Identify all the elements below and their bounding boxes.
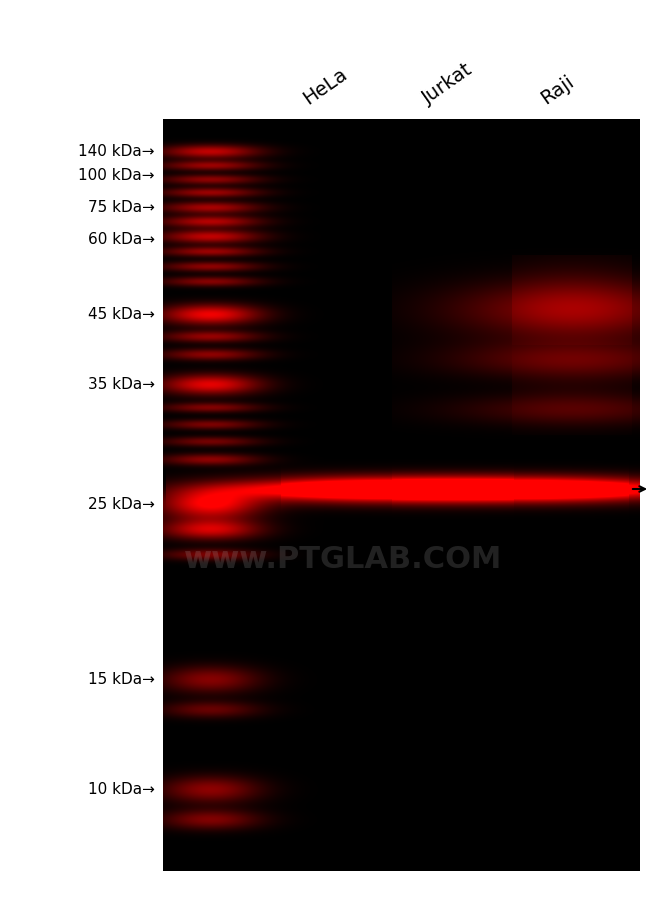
Text: HeLa: HeLa (299, 64, 350, 108)
Text: 25 kDa→: 25 kDa→ (88, 497, 155, 512)
Text: 75 kDa→: 75 kDa→ (88, 200, 155, 216)
Text: 15 kDa→: 15 kDa→ (88, 672, 155, 686)
Text: Raji: Raji (537, 71, 578, 108)
Text: 60 kDa→: 60 kDa→ (88, 232, 155, 247)
Text: 140 kDa→: 140 kDa→ (79, 144, 155, 160)
Text: 35 kDa→: 35 kDa→ (88, 377, 155, 392)
Text: 100 kDa→: 100 kDa→ (79, 167, 155, 182)
Text: 10 kDa→: 10 kDa→ (88, 782, 155, 796)
Text: Jurkat: Jurkat (419, 60, 477, 108)
Text: 45 kDa→: 45 kDa→ (88, 308, 155, 322)
Text: www.PTGLAB.COM: www.PTGLAB.COM (184, 545, 502, 574)
